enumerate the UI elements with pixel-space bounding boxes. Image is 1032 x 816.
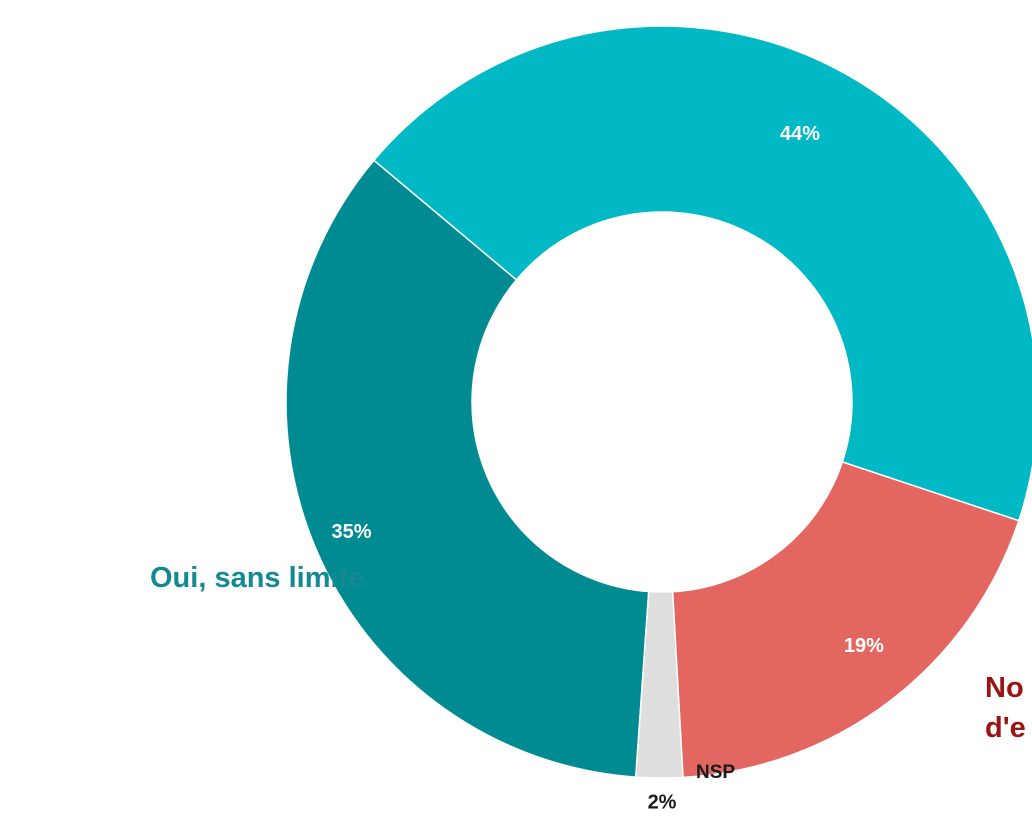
category-label-oui-sans-limite: Oui, sans limite [150, 562, 365, 594]
slice-oui-sans-limite [285, 159, 650, 778]
data-label-3: 2% [648, 791, 677, 813]
slice-unlabeled-1 [372, 25, 1032, 522]
data-label-1: 44% [780, 123, 820, 145]
data-label-2: 19% [844, 635, 884, 657]
category-label-non: No d'e [985, 668, 1026, 748]
category-label-nsp: NSP [696, 762, 736, 783]
category-label-non-line-2: d'e [985, 712, 1026, 744]
data-label-0: 35% [331, 521, 371, 543]
slices-group [285, 25, 1032, 779]
data-labels-group: 35% 44% 19% 2% [331, 123, 884, 813]
category-label-non-line-1: No [985, 672, 1024, 704]
slice-nsp [634, 590, 684, 779]
slice-non-pas-d-e [671, 461, 1020, 779]
